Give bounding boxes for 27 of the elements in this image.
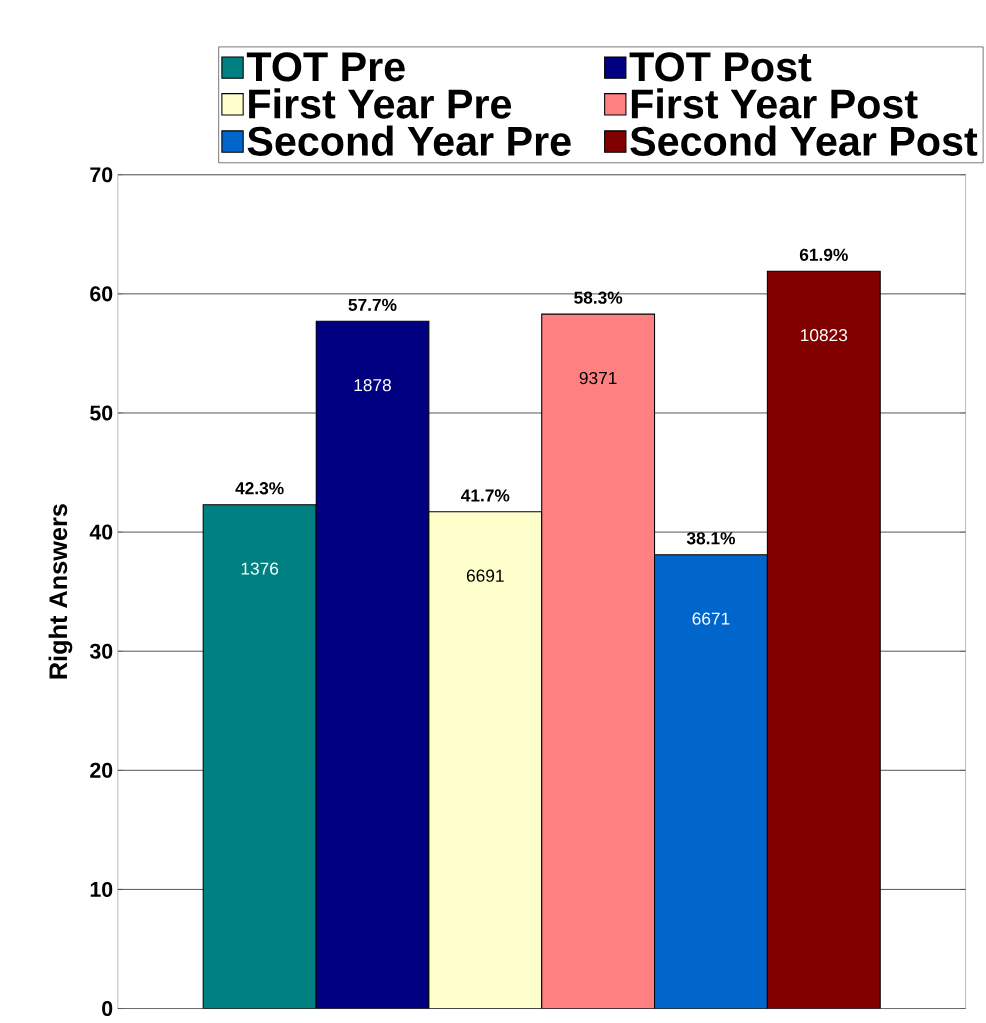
annotation: 6691 <box>467 569 504 582</box>
annotation: 10823 <box>801 329 848 342</box>
annotation: 9371 <box>579 371 617 385</box>
legend-label: Second Year Pre <box>247 125 571 156</box>
legend-label: First Year Pre <box>249 88 512 119</box>
data-label: 38.1% <box>687 532 736 545</box>
legend-label: Second Year Post <box>630 125 978 156</box>
y-tick-label: 40 <box>89 524 113 540</box>
annotation: 6671 <box>692 612 730 625</box>
data-label: 61.9% <box>800 248 849 261</box>
y-tick-label: 20 <box>90 762 113 778</box>
legend-label: TOT Pre <box>247 52 405 82</box>
y-tick-label: 50 <box>90 405 113 421</box>
y-tick-label: 60 <box>90 286 113 302</box>
y-tick-label: 30 <box>90 643 113 659</box>
data-label: 57.7% <box>348 298 397 311</box>
data-label: 58.3% <box>574 291 623 304</box>
annotation: 1376 <box>241 562 279 575</box>
legend-label: TOT Post <box>629 52 812 82</box>
y-tick-label: 0 <box>102 1001 113 1017</box>
data-label: 41.7% <box>461 489 510 502</box>
legend-label: First Year Post <box>632 88 918 119</box>
data-label: 42.3% <box>235 482 284 495</box>
y-tick-label: 10 <box>90 881 113 897</box>
y-tick-label: 70 <box>90 167 113 183</box>
annotation: 1878 <box>354 379 392 392</box>
y-axis-title: Right Answers <box>48 504 73 679</box>
